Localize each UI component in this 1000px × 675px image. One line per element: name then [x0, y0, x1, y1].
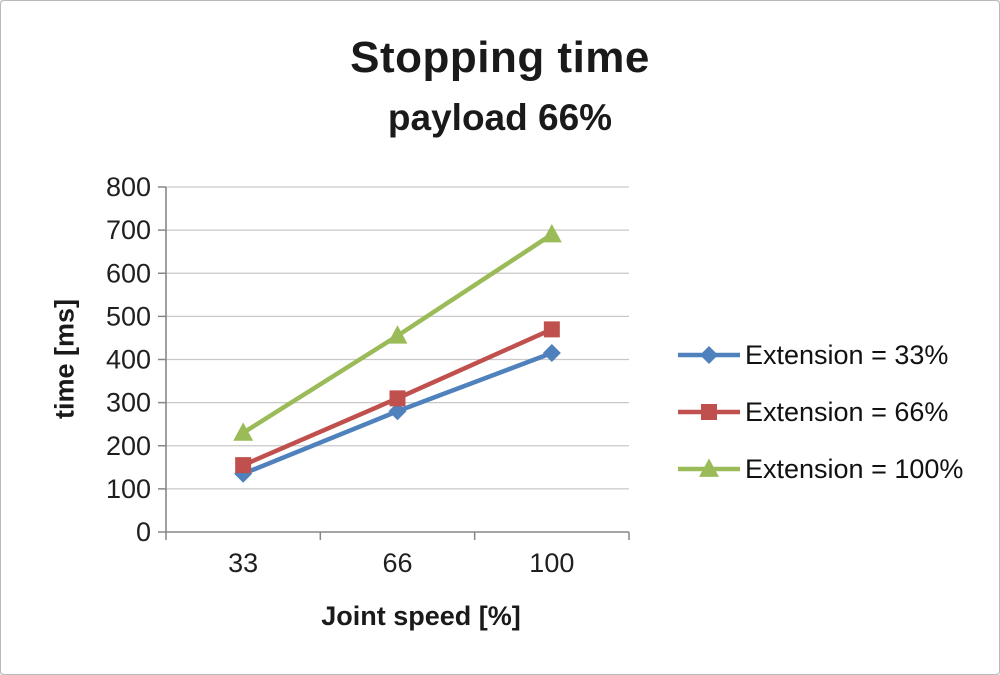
chart-subtitle: payload 66% [387, 97, 613, 138]
marker-square [389, 390, 406, 407]
marker-diamond [388, 402, 407, 421]
legend-label: Extension = 100% [745, 453, 964, 484]
legend-entry: Extension = 66% [677, 396, 963, 428]
y-tick-label: 500 [106, 301, 151, 331]
y-tick-label: 300 [106, 388, 151, 418]
legend-marker-square [678, 404, 740, 420]
marker-triangle [541, 223, 562, 243]
legend-entry: Extension = 33% [677, 339, 963, 371]
legend-marker-diamond [678, 346, 740, 364]
x-tick-label: 100 [529, 548, 574, 578]
legend-marker-triangle [678, 458, 740, 477]
y-tick-label: 600 [106, 258, 151, 288]
marker-triangle [387, 325, 408, 344]
marker-square [543, 321, 560, 338]
y-tick-label: 100 [106, 474, 151, 504]
legend-entry: Extension = 100% [677, 453, 963, 485]
marker-diamond [542, 344, 561, 363]
legend: Extension = 33% Extension = 66% Extension … [677, 339, 963, 485]
x-tick-label: 33 [228, 548, 258, 578]
y-tick-label: 700 [106, 215, 151, 245]
y-tick-label: 400 [106, 345, 151, 375]
y-tick-label: 800 [106, 172, 151, 202]
y-tick-label: 200 [106, 431, 151, 461]
legend-label: Extension = 33% [745, 339, 949, 370]
marker-triangle [233, 422, 254, 441]
legend-label: Extension = 66% [745, 396, 949, 427]
x-axis-title: Joint speed [%] [321, 601, 521, 631]
marker-square [235, 457, 252, 474]
chart-title: Stopping time [350, 33, 650, 82]
y-tick-label: 0 [136, 517, 151, 547]
x-tick-label: 66 [382, 548, 412, 578]
